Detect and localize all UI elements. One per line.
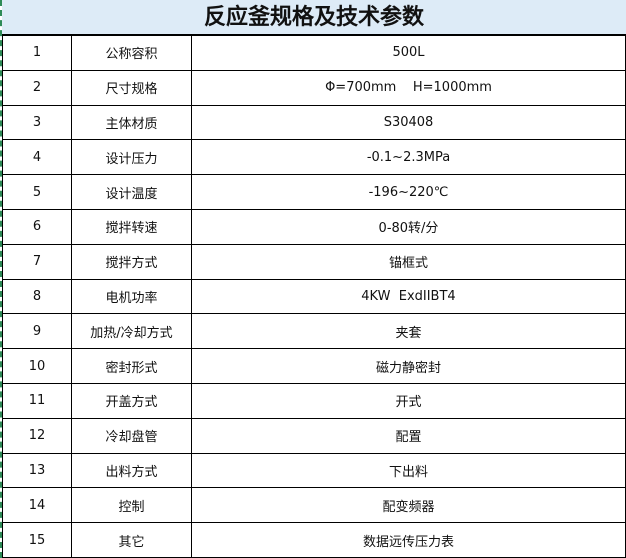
table-row: 10 密封形式 磁力静密封 [2, 348, 626, 384]
table-row: 5 设计温度 -196~220℃ [2, 174, 626, 210]
parameter-name: 设计温度 [71, 174, 192, 210]
table-row: 13 出料方式 下出料 [2, 452, 626, 489]
table-row: 15 其它 数据远传压力表 [2, 522, 626, 558]
parameter-name: 密封形式 [71, 348, 192, 384]
row-number: 5 [2, 174, 72, 210]
parameter-name: 尺寸规格 [71, 69, 192, 106]
table-row: 4 设计压力 -0.1~2.3MPa [2, 139, 626, 176]
parameter-value: -0.1~2.3MPa [191, 139, 626, 176]
parameter-name: 设计压力 [71, 139, 192, 176]
table-row: 11 开盖方式 开式 [2, 382, 626, 419]
row-number: 4 [2, 139, 72, 176]
parameter-name: 控制 [71, 487, 192, 524]
row-number: 15 [2, 522, 72, 558]
parameter-value: Φ=700mm H=1000mm [191, 69, 626, 106]
table-row: 9 加热/冷却方式 夹套 [2, 313, 626, 350]
row-number: 6 [2, 208, 72, 245]
table-row: 8 电机功率 4KW ExdIIBT4 [2, 278, 626, 315]
table-row: 6 搅拌转速 0-80转/分 [2, 208, 626, 245]
row-number: 13 [2, 452, 72, 489]
row-number: 10 [2, 348, 72, 384]
parameter-value: 500L [191, 35, 626, 71]
row-number: 1 [2, 35, 72, 71]
row-number: 2 [2, 69, 72, 106]
row-number: 8 [2, 278, 72, 315]
parameter-name: 搅拌转速 [71, 208, 192, 245]
spec-table: 1 公称容积 500L 2 尺寸规格 Φ=700mm H=1000mm 3 主体材质 S3040… [2, 35, 626, 558]
parameter-value: S30408 [191, 104, 626, 141]
row-number: 14 [2, 487, 72, 524]
parameter-value: 配置 [191, 417, 626, 454]
parameter-value: -196~220℃ [191, 174, 626, 210]
parameter-value: 4KW ExdIIBT4 [191, 278, 626, 315]
parameter-value: 夹套 [191, 313, 626, 350]
title: 反应釜规格及技术参数 [2, 0, 626, 35]
parameter-name: 主体材质 [71, 104, 192, 141]
parameter-value: 数据远传压力表 [191, 522, 626, 558]
parameter-name: 开盖方式 [71, 382, 192, 419]
parameter-name: 公称容积 [71, 35, 192, 71]
table-row: 7 搅拌方式 锚框式 [2, 243, 626, 280]
table-row: 2 尺寸规格 Φ=700mm H=1000mm [2, 69, 626, 106]
parameter-value: 下出料 [191, 452, 626, 489]
parameter-value: 开式 [191, 382, 626, 419]
parameter-value: 锚框式 [191, 243, 626, 280]
table-row: 14 控制 配变频器 [2, 487, 626, 524]
row-number: 3 [2, 104, 72, 141]
parameter-name: 出料方式 [71, 452, 192, 489]
table-row: 1 公称容积 500L [2, 35, 626, 71]
parameter-value: 0-80转/分 [191, 208, 626, 245]
parameter-name: 其它 [71, 522, 192, 558]
parameter-value: 配变频器 [191, 487, 626, 524]
row-number: 12 [2, 417, 72, 454]
parameter-value: 磁力静密封 [191, 348, 626, 384]
parameter-name: 电机功率 [71, 278, 192, 315]
table-row: 12 冷却盘管 配置 [2, 417, 626, 454]
row-number: 9 [2, 313, 72, 350]
parameter-name: 加热/冷却方式 [71, 313, 192, 350]
parameter-name: 搅拌方式 [71, 243, 192, 280]
row-number: 7 [2, 243, 72, 280]
parameter-name: 冷却盘管 [71, 417, 192, 454]
row-number: 11 [2, 382, 72, 419]
table-row: 3 主体材质 S30408 [2, 104, 626, 141]
